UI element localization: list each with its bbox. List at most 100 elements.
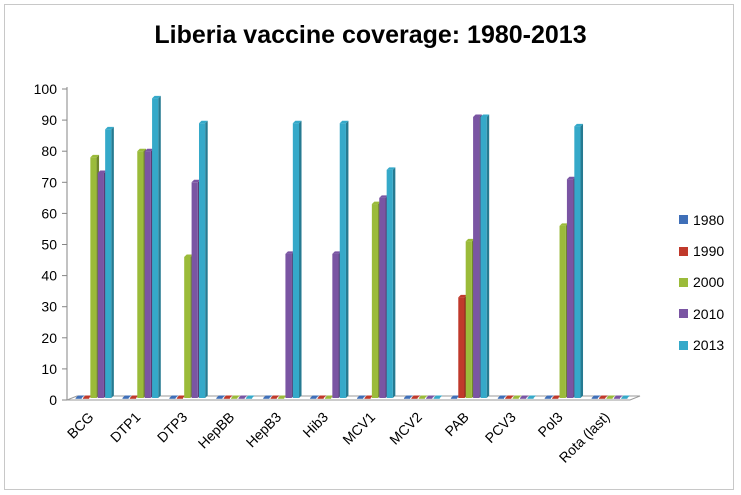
y-tick-label: 50 [41, 237, 57, 253]
bar-top [403, 395, 413, 398]
legend-item-1990: 1990 [679, 235, 737, 266]
bar-front [418, 398, 425, 399]
y-tick-label: 40 [41, 268, 57, 284]
bar-hepb3-2013 [292, 120, 302, 399]
bar-top [606, 395, 616, 398]
y-tick-label: 100 [34, 81, 58, 97]
legend-swatch [679, 277, 688, 287]
legend-label: 1980 [693, 211, 725, 228]
legend-swatch [679, 309, 688, 319]
x-tick-label: PCV3 [482, 409, 519, 446]
bar-top [144, 148, 154, 152]
bar-top [137, 148, 146, 152]
x-tick-label: MCV2 [386, 409, 425, 448]
bar-mcv2-1990 [411, 395, 421, 399]
bar-front [75, 398, 82, 399]
bar-top [512, 395, 522, 398]
bar-top [591, 395, 601, 398]
bar-dtp3-2013 [198, 120, 208, 399]
chart-floor [66, 395, 641, 401]
x-tick-label: Pol3 [535, 409, 566, 440]
bar-top [480, 114, 490, 117]
bar-rota-last--1980 [591, 395, 601, 399]
x-tick-label: PAB [442, 409, 472, 439]
bar-front [450, 398, 458, 399]
bar-dtp3-1990 [176, 395, 186, 399]
bar-top [184, 254, 193, 257]
bar-mcv2-2010 [426, 395, 435, 399]
bar-rota-last--2010 [613, 395, 623, 399]
bar-hepb3-2000 [278, 395, 287, 399]
bar-pab-1980 [450, 395, 460, 399]
bar-front [270, 398, 277, 399]
legend-label: 2000 [693, 274, 725, 291]
bar-front [574, 126, 581, 398]
bar-bcg-1990 [82, 395, 92, 399]
bar-top [527, 395, 537, 398]
bar-top [433, 395, 443, 398]
bar-pab-2000 [465, 238, 475, 398]
bar-bcg-2000 [90, 154, 100, 398]
bar-dtp3-2010 [191, 179, 201, 398]
bar-top [90, 154, 100, 158]
bar-front [411, 398, 418, 399]
bar-side [486, 114, 490, 399]
bar-top [285, 251, 295, 254]
legend-swatch [679, 215, 688, 225]
x-tick-label: Rota (last) [556, 409, 613, 466]
bar-top [544, 395, 554, 398]
bar-front [566, 179, 574, 398]
bar-front [403, 398, 411, 399]
bar-side [205, 120, 208, 399]
bar-mcv1-2010 [379, 195, 388, 398]
chart-bars [75, 95, 630, 399]
bar-front [105, 129, 112, 398]
bar-front [231, 398, 238, 399]
bar-top [505, 395, 514, 398]
bar-dtp1-1990 [129, 395, 139, 399]
bar-front [599, 398, 606, 399]
bar-front [480, 116, 487, 399]
bar-top [238, 395, 248, 398]
bar-front [129, 398, 137, 399]
bar-top [418, 395, 428, 398]
bar-hepbb-2010 [238, 395, 248, 399]
bar-front [317, 398, 324, 399]
bar-pcv3-1990 [505, 395, 514, 399]
legend-item-2013: 2013 [679, 330, 737, 361]
bar-front [184, 256, 191, 398]
bar-top [169, 395, 179, 398]
bar-top [364, 395, 374, 398]
bar-top [552, 395, 561, 398]
bar-top [566, 176, 576, 180]
bar-front [465, 241, 472, 398]
bar-front [169, 398, 176, 399]
bar-hib3-1980 [310, 395, 319, 399]
bar-front [544, 398, 551, 399]
bar-mcv1-2013 [386, 167, 396, 398]
bar-hepb3-2010 [285, 251, 295, 398]
bar-dtp1-1980 [122, 395, 132, 399]
legend-swatch [679, 246, 688, 256]
bar-front [82, 398, 90, 399]
bar-front [223, 398, 230, 399]
bar-front [152, 98, 159, 398]
bar-top [216, 395, 226, 398]
bar-pcv3-2000 [512, 395, 522, 399]
bar-front [122, 398, 129, 399]
bar-front [591, 398, 598, 399]
bar-front [238, 398, 245, 399]
bar-top [223, 395, 233, 398]
x-tick-label: HepB3 [243, 409, 285, 451]
bar-hib3-2013 [339, 120, 349, 399]
bar-front [552, 398, 559, 399]
bar-top [386, 167, 396, 170]
bar-front [426, 398, 433, 399]
bar-front [90, 157, 97, 398]
bar-hepbb-1990 [223, 395, 233, 399]
bar-top [245, 395, 255, 398]
bar-top [426, 395, 435, 398]
bar-front [433, 398, 440, 399]
bar-front [505, 398, 512, 399]
bar-front [621, 398, 628, 399]
